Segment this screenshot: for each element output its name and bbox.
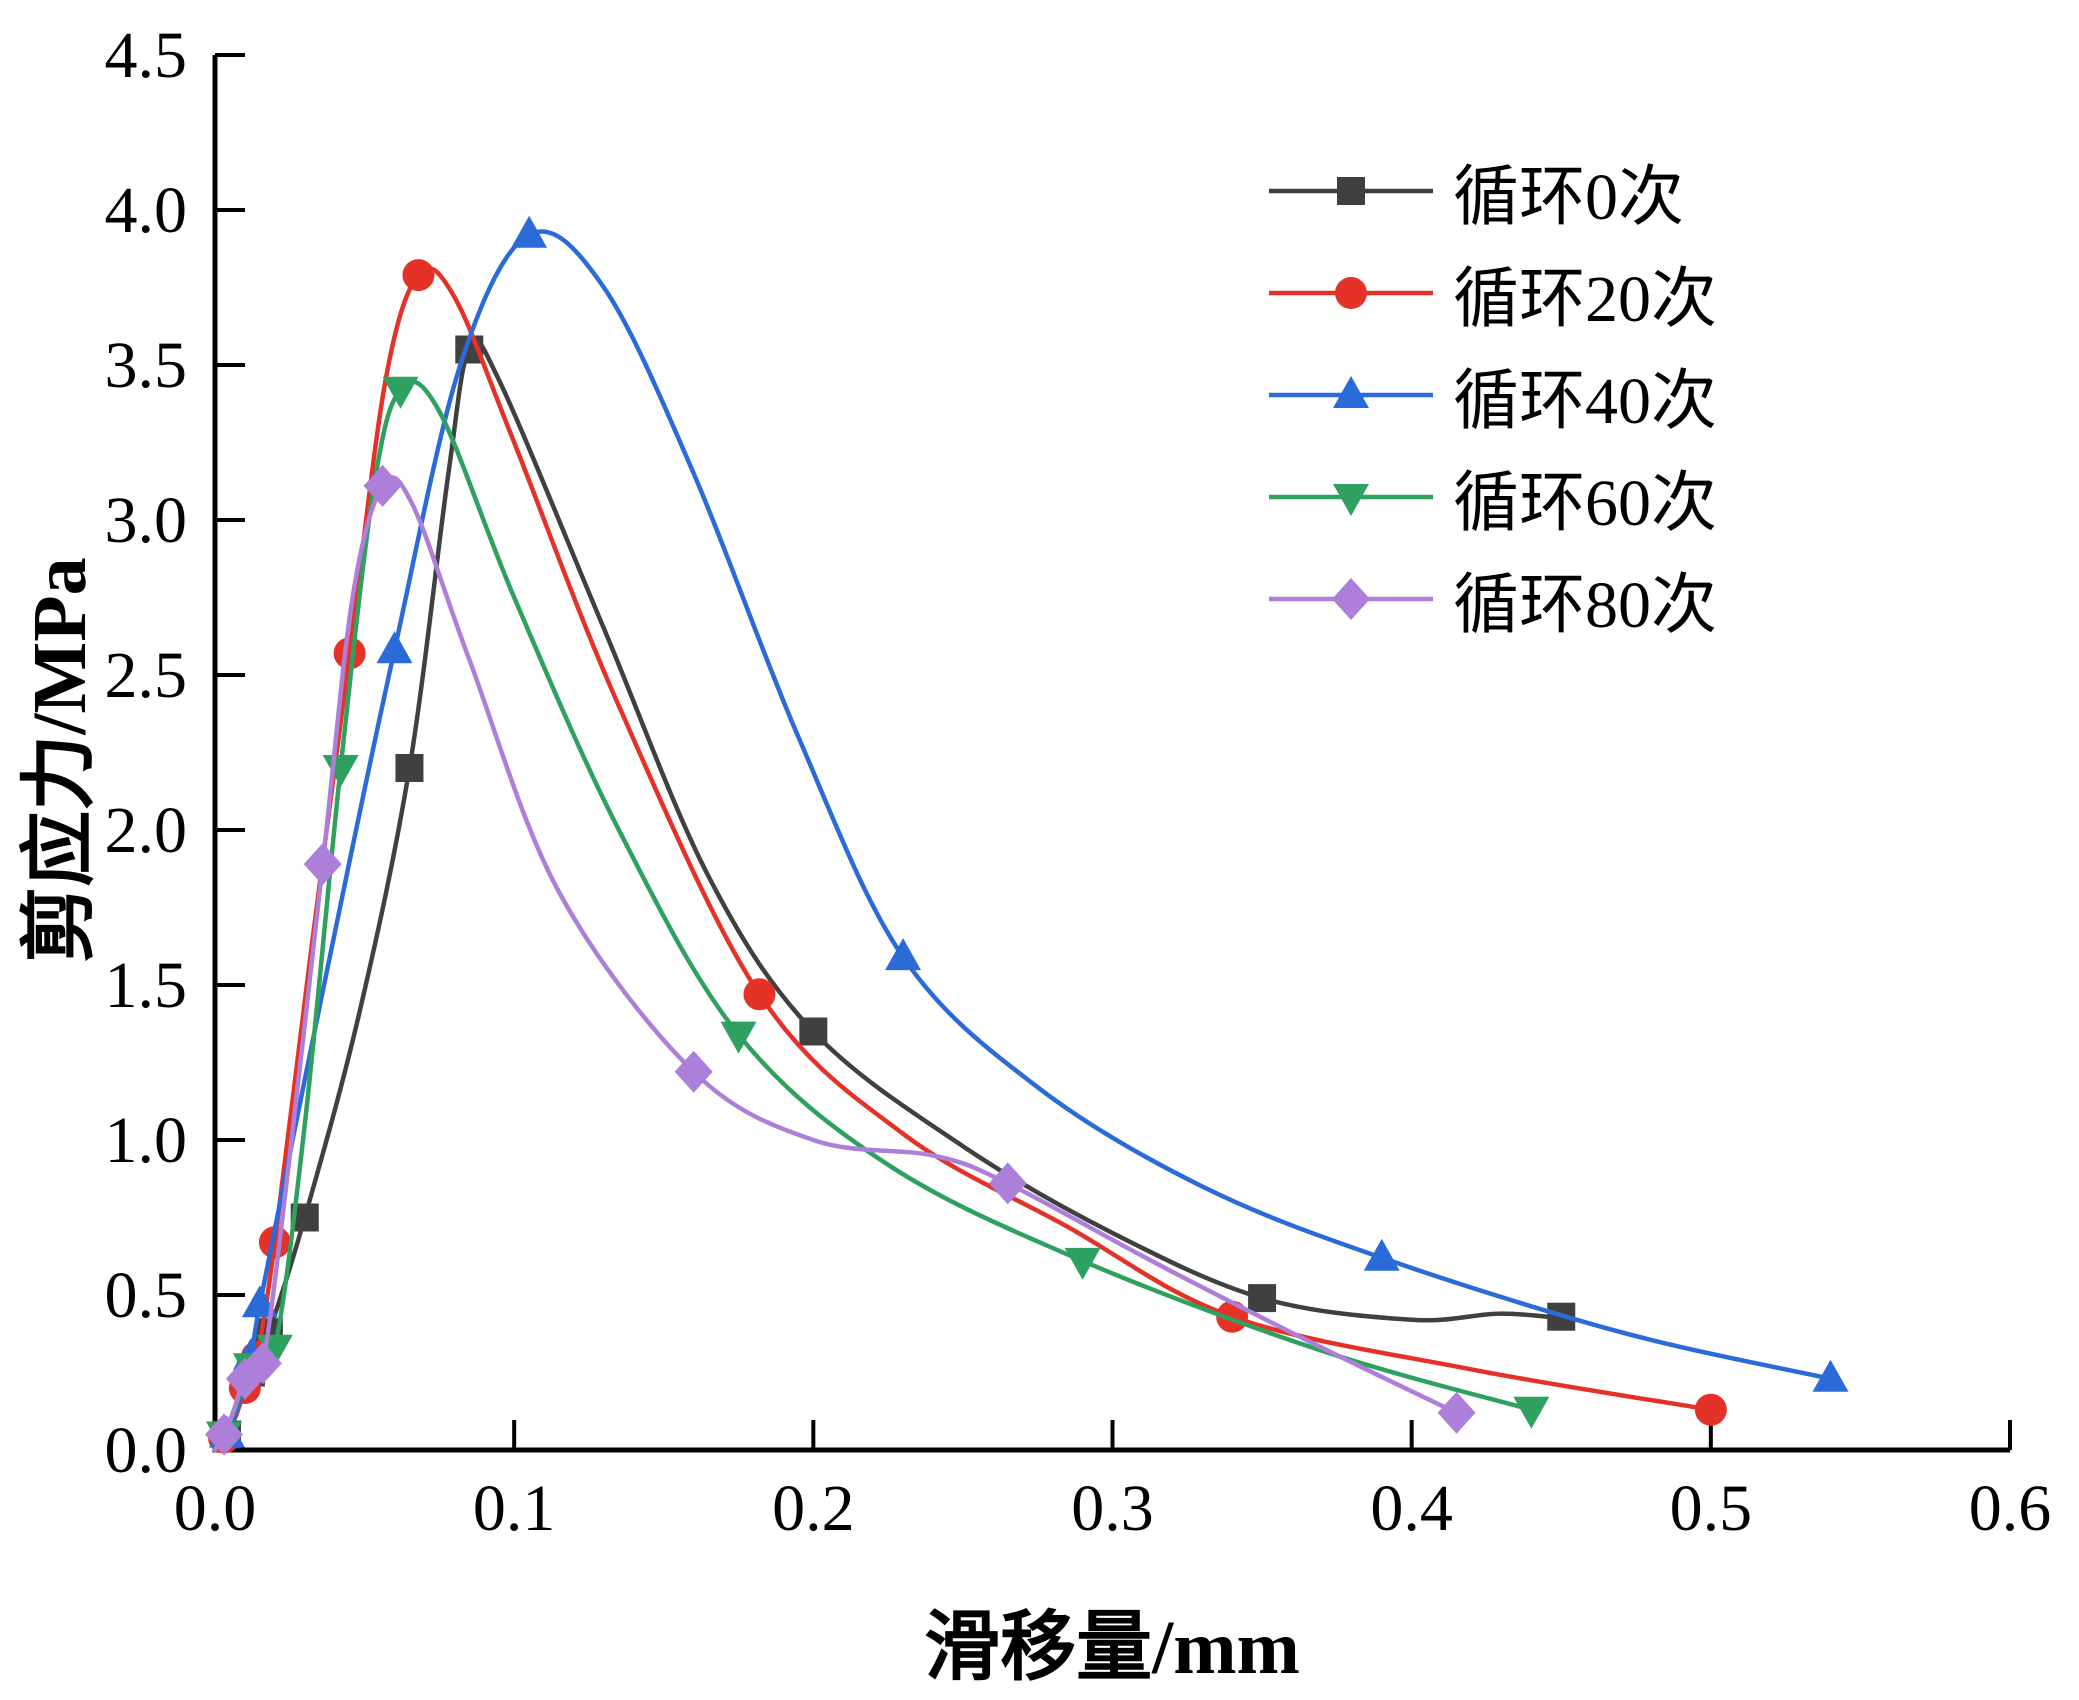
data-marker [395,754,424,782]
series-line [212,266,1714,1453]
data-marker [1335,277,1367,309]
data-marker [1437,1391,1476,1434]
data-marker [322,755,359,787]
y-tick-label: 4.0 [105,174,188,247]
x-tick-label: 0.3 [1071,1472,1154,1545]
legend-key-icon [1269,578,1433,620]
legend-key-icon [1269,376,1433,408]
data-marker [743,978,776,1011]
data-marker [376,631,413,664]
data-marker [333,637,366,670]
legend-key-icon [1269,484,1433,516]
legend: 循环0次循环20次循环40次循环60次循环80次 [1265,140,1717,650]
data-marker [402,259,435,292]
y-axis-title: 剪应力/MPa [18,557,102,963]
series-2 [208,215,1849,1453]
data-marker [720,1021,757,1054]
legend-item-1: 循环20次 [1265,242,1717,344]
data-marker [1812,1359,1849,1392]
legend-item-2: 循环40次 [1265,344,1717,446]
y-tick-label: 1.5 [105,949,188,1022]
data-marker [799,1017,828,1046]
x-tick-label: 0.0 [174,1472,257,1545]
series-4 [204,464,1476,1456]
y-tick-label: 4.5 [105,19,188,92]
series-line [212,229,1833,1453]
data-marker [303,843,342,886]
data-marker [1363,1238,1400,1271]
x-tick-label: 0.6 [1969,1472,2052,1545]
data-marker [1064,1247,1101,1280]
y-tick-label: 3.0 [105,484,188,557]
x-axis-title: 滑移量/mm [924,1606,1300,1690]
legend-key-icon [1269,277,1433,309]
legend-label: 循环40次 [1453,365,1717,438]
data-marker [511,215,548,248]
y-tick-label: 2.5 [105,639,188,712]
legend-label: 循环60次 [1453,467,1717,540]
legend-label: 循环80次 [1453,569,1717,642]
y-tick-label: 3.5 [105,329,188,402]
data-marker [1333,484,1369,516]
data-marker [1513,1396,1550,1429]
data-marker [258,1226,291,1259]
legend-item-3: 循环60次 [1265,446,1717,548]
data-marker [382,376,419,409]
y-axis-ticks: 0.0 0.5 1.0 1.5 2.0 2.5 3.0 3.5 4.0 4.5 [105,19,245,1487]
data-marker [204,1413,243,1456]
legend-item-4: 循环80次 [1265,548,1717,650]
x-tick-label: 0.2 [772,1472,855,1545]
legend-key-icon [1269,177,1433,205]
legend-item-0: 循环0次 [1265,140,1717,242]
data-marker [988,1162,1027,1205]
legend-label: 循环20次 [1453,263,1717,336]
data-marker [674,1050,713,1093]
legend-label: 循环0次 [1453,161,1684,234]
x-tick-label: 0.5 [1670,1472,1753,1545]
x-tick-label: 0.1 [473,1472,556,1545]
data-marker [1337,177,1365,205]
data-marker [1332,578,1370,620]
data-marker [885,938,922,971]
y-tick-label: 0.0 [105,1414,188,1487]
x-axis-ticks: 0.0 0.1 0.2 0.3 0.4 0.5 0.6 [174,1420,2052,1545]
y-tick-label: 0.5 [105,1259,188,1332]
y-tick-label: 1.0 [105,1104,188,1177]
data-marker [1248,1284,1277,1313]
data-marker [1333,376,1369,408]
data-marker [363,464,402,507]
x-tick-label: 0.4 [1370,1472,1453,1545]
data-marker [1694,1393,1727,1426]
series-line [212,338,1579,1453]
data-marker [243,1342,282,1385]
y-tick-label: 2.0 [105,794,188,867]
